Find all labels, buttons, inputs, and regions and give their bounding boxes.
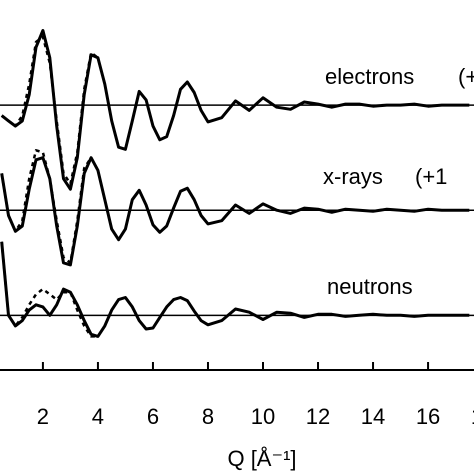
curve <box>0 29 470 191</box>
dashed-curve <box>0 149 100 265</box>
annotation: electrons <box>325 64 414 89</box>
x-tick-label: 10 <box>251 404 275 429</box>
dashed-curve <box>0 241 98 338</box>
x-tick-label: 2 <box>37 404 49 429</box>
x-tick-label: 6 <box>147 404 159 429</box>
x-tick-label: 8 <box>202 404 214 429</box>
annotation: x-rays <box>323 164 383 189</box>
curve <box>0 241 470 338</box>
x-tick-label: 4 <box>92 404 104 429</box>
dashed-curve <box>0 35 99 186</box>
x-tick-label: 12 <box>306 404 330 429</box>
x-tick-label: 18 <box>471 404 474 429</box>
annotation: neutrons <box>327 274 413 299</box>
x-axis-label: Q [Å⁻¹] <box>227 446 296 471</box>
annotation: (+1 <box>415 164 447 189</box>
annotation: (+ <box>458 64 474 89</box>
x-tick-label: 14 <box>361 404 385 429</box>
x-tick-label: 16 <box>416 404 440 429</box>
